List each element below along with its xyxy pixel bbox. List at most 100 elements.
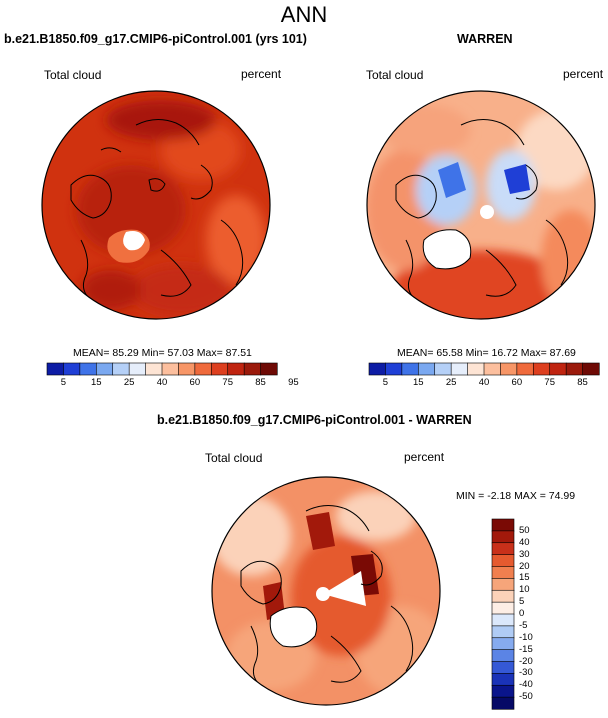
colorbar-swatch [178, 362, 196, 376]
colorbar-swatch [128, 362, 147, 376]
panel2-field-min-cell-b [504, 164, 530, 194]
colorbar-swatch [491, 613, 515, 627]
panel1-map-border [41, 90, 271, 320]
panel2-colorbar [368, 362, 600, 376]
colorbar-tick-label: 50 [519, 524, 530, 536]
colorbar-swatch [385, 362, 403, 376]
colorbar-swatch [79, 362, 97, 376]
colorbar-swatch [491, 578, 515, 591]
panel2-field-min-cell-a [438, 162, 466, 198]
colorbar-tick-label: -5 [519, 619, 528, 631]
panel3-greenland-landmask [270, 607, 317, 647]
panel3-polar-map [211, 476, 441, 706]
panel1-field-pacific-region [206, 195, 266, 285]
panel1-title: b.e21.B1850.f09_g17.CMIP6-piControl.001 … [4, 32, 307, 46]
colorbar-swatch [194, 362, 212, 376]
colorbar-swatch [532, 362, 551, 376]
colorbar-tick-label: 75 [222, 377, 233, 388]
colorbar-tick-label: -40 [519, 679, 533, 691]
colorbar-tick-label: -15 [519, 643, 533, 655]
colorbar-swatch [434, 362, 452, 376]
panel3-left-label: Total cloud [205, 451, 263, 465]
colorbar-swatch [417, 362, 436, 376]
colorbar-swatch [161, 362, 180, 376]
colorbar-tick-label: 75 [544, 377, 555, 388]
colorbar-tick-label: 85 [255, 377, 266, 388]
panel3-colorbar-ticks: 50 40 30 20 15 10 5 0 -5 -10 -15 -20 -30 -40 -50 [519, 519, 559, 709]
colorbar-tick-label: -10 [519, 631, 533, 643]
colorbar-swatch [227, 362, 245, 376]
panel1-polar-map [41, 90, 271, 320]
colorbar-swatch [243, 362, 262, 376]
panel3-pole-wedge [323, 571, 366, 606]
panel3-title: b.e21.B1850.f09_g17.CMIP6-piControl.001 … [157, 413, 472, 427]
panel2-right-label: percent [563, 67, 604, 81]
panel3-field-ne-light [336, 491, 416, 541]
panel1-greenland-landmask [123, 231, 145, 251]
panel1-field-high-region [76, 165, 186, 255]
colorbar-swatch [582, 362, 600, 376]
colorbar-swatch [500, 362, 518, 376]
colorbar-swatch [491, 566, 515, 579]
panel3-field-max-cell-a [306, 512, 335, 550]
colorbar-tick-label: 5 [519, 596, 525, 608]
colorbar-tick-label: 10 [519, 584, 530, 596]
colorbar-swatch [491, 649, 515, 663]
colorbar-swatch [565, 362, 584, 376]
colorbar-swatch [491, 661, 515, 674]
colorbar-swatch [63, 362, 81, 376]
colorbar-tick-label: -30 [519, 667, 533, 679]
colorbar-tick-label: 40 [478, 377, 490, 388]
panel2-pole-hole [480, 205, 494, 219]
colorbar-swatch [491, 518, 515, 532]
colorbar-tick-label: 30 [519, 548, 530, 560]
panel2-stats: MEAN= 65.58 Min= 16.72 Max= 87.69 [397, 347, 576, 359]
panel3-right-label: percent [404, 450, 445, 464]
colorbar-tick-label: 25 [123, 377, 135, 388]
colorbar-swatch [95, 362, 114, 376]
panel1-field-south-region [131, 265, 231, 315]
colorbar-swatch [46, 362, 65, 376]
colorbar-swatch [401, 362, 419, 376]
panel3-stats: MIN = -2.18 MAX = 74.99 [456, 490, 576, 502]
colorbar-swatch [516, 362, 534, 376]
colorbar-tick-label: 25 [445, 377, 457, 388]
panel2-polar-map [366, 90, 596, 320]
colorbar-tick-label: 15 [519, 572, 530, 584]
colorbar-tick-label: -50 [519, 691, 533, 703]
colorbar-tick-label: 40 [519, 536, 530, 548]
colorbar-swatch [112, 362, 130, 376]
colorbar-tick-label: 85 [577, 377, 588, 388]
panel1-left-label: Total cloud [44, 68, 102, 82]
colorbar-tick-label: 15 [412, 377, 424, 388]
panel3-colorbar [491, 518, 515, 710]
colorbar-swatch [210, 362, 229, 376]
colorbar-swatch [491, 589, 515, 603]
colorbar-swatch [549, 362, 567, 376]
colorbar-tick-label: 0 [519, 608, 525, 619]
colorbar-swatch [450, 362, 469, 376]
colorbar-tick-label: 60 [511, 377, 523, 388]
panel2-map-border [366, 90, 596, 320]
panel2-title: WARREN [457, 32, 513, 46]
panel1-stats: MEAN= 85.29 Min= 57.03 Max= 87.51 [73, 347, 252, 359]
colorbar-tick-label: -20 [519, 655, 533, 667]
colorbar-swatch [467, 362, 485, 376]
colorbar-tick-label: 5 [382, 377, 389, 388]
colorbar-swatch [491, 637, 515, 651]
panel2-greenland-landmask [423, 229, 471, 269]
colorbar-swatch [491, 673, 515, 686]
colorbar-swatch [368, 362, 387, 376]
panel1-colorbar [46, 362, 278, 376]
colorbar-swatch [260, 362, 278, 376]
colorbar-tick-label: 15 [90, 377, 102, 388]
panel3-coastlines [240, 505, 414, 687]
colorbar-swatch [491, 542, 515, 556]
figure-title: ANN [280, 2, 328, 27]
panel1-colorbar-ticks: 5 15 25 40 60 75 85 95 [47, 377, 299, 391]
colorbar-swatch [491, 696, 515, 710]
panel2-left-label: Total cloud [366, 68, 424, 82]
colorbar-tick-label: 95 [288, 377, 299, 388]
panel3-pole-hole [316, 587, 330, 601]
